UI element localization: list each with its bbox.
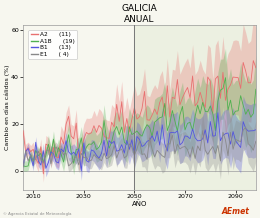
Legend: A2      (11), A1B      (19), B1      (13), E1      ( 4): A2 (11), A1B (19), B1 (13), E1 ( 4)	[28, 30, 77, 59]
Text: AEmet: AEmet	[222, 207, 250, 216]
Bar	[134, 25, 260, 190]
Y-axis label: Cambio en días cálidos (%): Cambio en días cálidos (%)	[4, 65, 10, 150]
X-axis label: AÑO: AÑO	[132, 201, 147, 207]
Text: © Agencia Estatal de Meteorología: © Agencia Estatal de Meteorología	[3, 212, 71, 216]
Title: GALICIA
ANUAL: GALICIA ANUAL	[122, 4, 157, 24]
